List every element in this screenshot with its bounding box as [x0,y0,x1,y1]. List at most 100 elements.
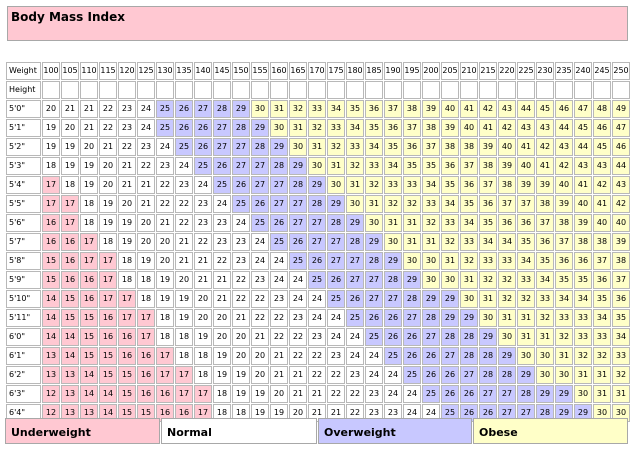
bmi-cell: 28 [308,195,326,213]
bmi-cell: 30 [441,271,459,289]
bmi-cell: 18 [80,195,98,213]
bmi-cell: 16 [80,271,98,289]
bmi-cell: 32 [498,271,516,289]
empty-cell [498,81,516,99]
bmi-cell: 31 [384,214,402,232]
height-cell: 5'6" [6,214,41,232]
bmi-cell: 40 [555,176,573,194]
bmi-cell: 27 [251,176,269,194]
empty-cell [422,81,440,99]
bmi-cell: 23 [194,214,212,232]
bmi-cell: 49 [612,100,630,118]
bmi-cell: 20 [156,233,174,251]
weight-header-cell: 205 [441,62,459,80]
bmi-cell: 26 [251,195,269,213]
empty-cell [555,81,573,99]
weight-header-cell: 250 [612,62,630,80]
empty-cell [479,81,497,99]
bmi-cell: 13 [42,347,60,365]
bmi-cell: 43 [517,119,535,137]
weight-header-cell: 210 [460,62,478,80]
bmi-cell: 39 [555,195,573,213]
bmi-cell: 33 [365,157,383,175]
bmi-cell: 15 [42,252,60,270]
bmi-cell: 26 [194,138,212,156]
bmi-cell: 31 [498,309,516,327]
bmi-cell: 28 [232,119,250,137]
bmi-cell: 32 [441,233,459,251]
bmi-cell: 24 [308,290,326,308]
bmi-cell: 31 [593,366,611,384]
bmi-cell: 34 [327,100,345,118]
bmi-cell: 36 [593,271,611,289]
bmi-cell: 24 [232,214,250,232]
table-row: 5'5" 17 17 18 19 20 21 22 22 23 24 25 26 27 27 28 29 30 31… [6,195,630,213]
bmi-cell: 27 [289,214,307,232]
bmi-cell: 19 [61,157,79,175]
bmi-cell: 17 [175,385,193,403]
weight-header-cell: 240 [574,62,592,80]
bmi-cell: 18 [80,214,98,232]
bmi-cell: 24 [346,328,364,346]
weight-label: Weight [6,62,41,80]
bmi-cell: 27 [232,138,250,156]
bmi-cell: 21 [80,119,98,137]
bmi-cell: 20 [232,347,250,365]
bmi-cell: 21 [289,366,307,384]
bmi-cell: 15 [61,290,79,308]
bmi-cell: 17 [156,347,174,365]
bmi-cell: 42 [479,100,497,118]
bmi-cell: 36 [555,252,573,270]
bmi-cell: 16 [137,385,155,403]
empty-cell [574,81,592,99]
bmi-cell: 27 [308,233,326,251]
bmi-cell: 25 [365,328,383,346]
bmi-cell: 31 [327,157,345,175]
bmi-cell: 33 [536,290,554,308]
bmi-cell: 25 [213,176,231,194]
bmi-cell: 45 [574,119,592,137]
bmi-cell: 33 [574,328,592,346]
bmi-cell: 19 [80,157,98,175]
height-cell: 6'1" [6,347,41,365]
bmi-cell: 29 [232,100,250,118]
bmi-cell: 18 [156,328,174,346]
bmi-cell: 22 [270,309,288,327]
bmi-cell: 18 [194,366,212,384]
bmi-cell: 36 [460,176,478,194]
bmi-cell: 21 [118,176,136,194]
bmi-cell: 43 [536,119,554,137]
bmi-cell: 28 [346,233,364,251]
bmi-cell: 31 [612,385,630,403]
bmi-cell: 22 [270,328,288,346]
empty-cell [460,81,478,99]
bmi-cell: 38 [479,157,497,175]
bmi-cell: 20 [61,119,79,137]
bmi-cell: 28 [441,328,459,346]
table-row: 6'3" 12 13 14 14 15 16 16 17 17 18 19 19 20 21 21 22 22 23… [6,385,630,403]
bmi-cell: 40 [441,100,459,118]
bmi-cell: 35 [422,157,440,175]
bmi-cell: 35 [536,252,554,270]
weight-header-cell: 115 [99,62,117,80]
bmi-cell: 34 [365,138,383,156]
bmi-cell: 30 [403,252,421,270]
bmi-cell: 34 [555,290,573,308]
bmi-cell: 15 [118,366,136,384]
table-row: 5'4" 17 18 19 20 21 21 22 23 24 25 26 27 27 28 29 30 31 32… [6,176,630,194]
bmi-cell: 38 [593,233,611,251]
bmi-cell: 33 [441,214,459,232]
bmi-cell: 22 [99,100,117,118]
bmi-cell: 23 [175,176,193,194]
bmi-cell: 41 [479,119,497,137]
bmi-cell: 28 [479,366,497,384]
bmi-cell: 15 [118,385,136,403]
bmi-cell: 32 [403,195,421,213]
bmi-cell: 31 [517,328,535,346]
bmi-cell: 25 [232,195,250,213]
bmi-cell: 31 [441,252,459,270]
bmi-cell: 24 [251,252,269,270]
weight-header-cell: 100 [42,62,60,80]
bmi-cell: 17 [80,233,98,251]
bmi-cell: 17 [175,366,193,384]
